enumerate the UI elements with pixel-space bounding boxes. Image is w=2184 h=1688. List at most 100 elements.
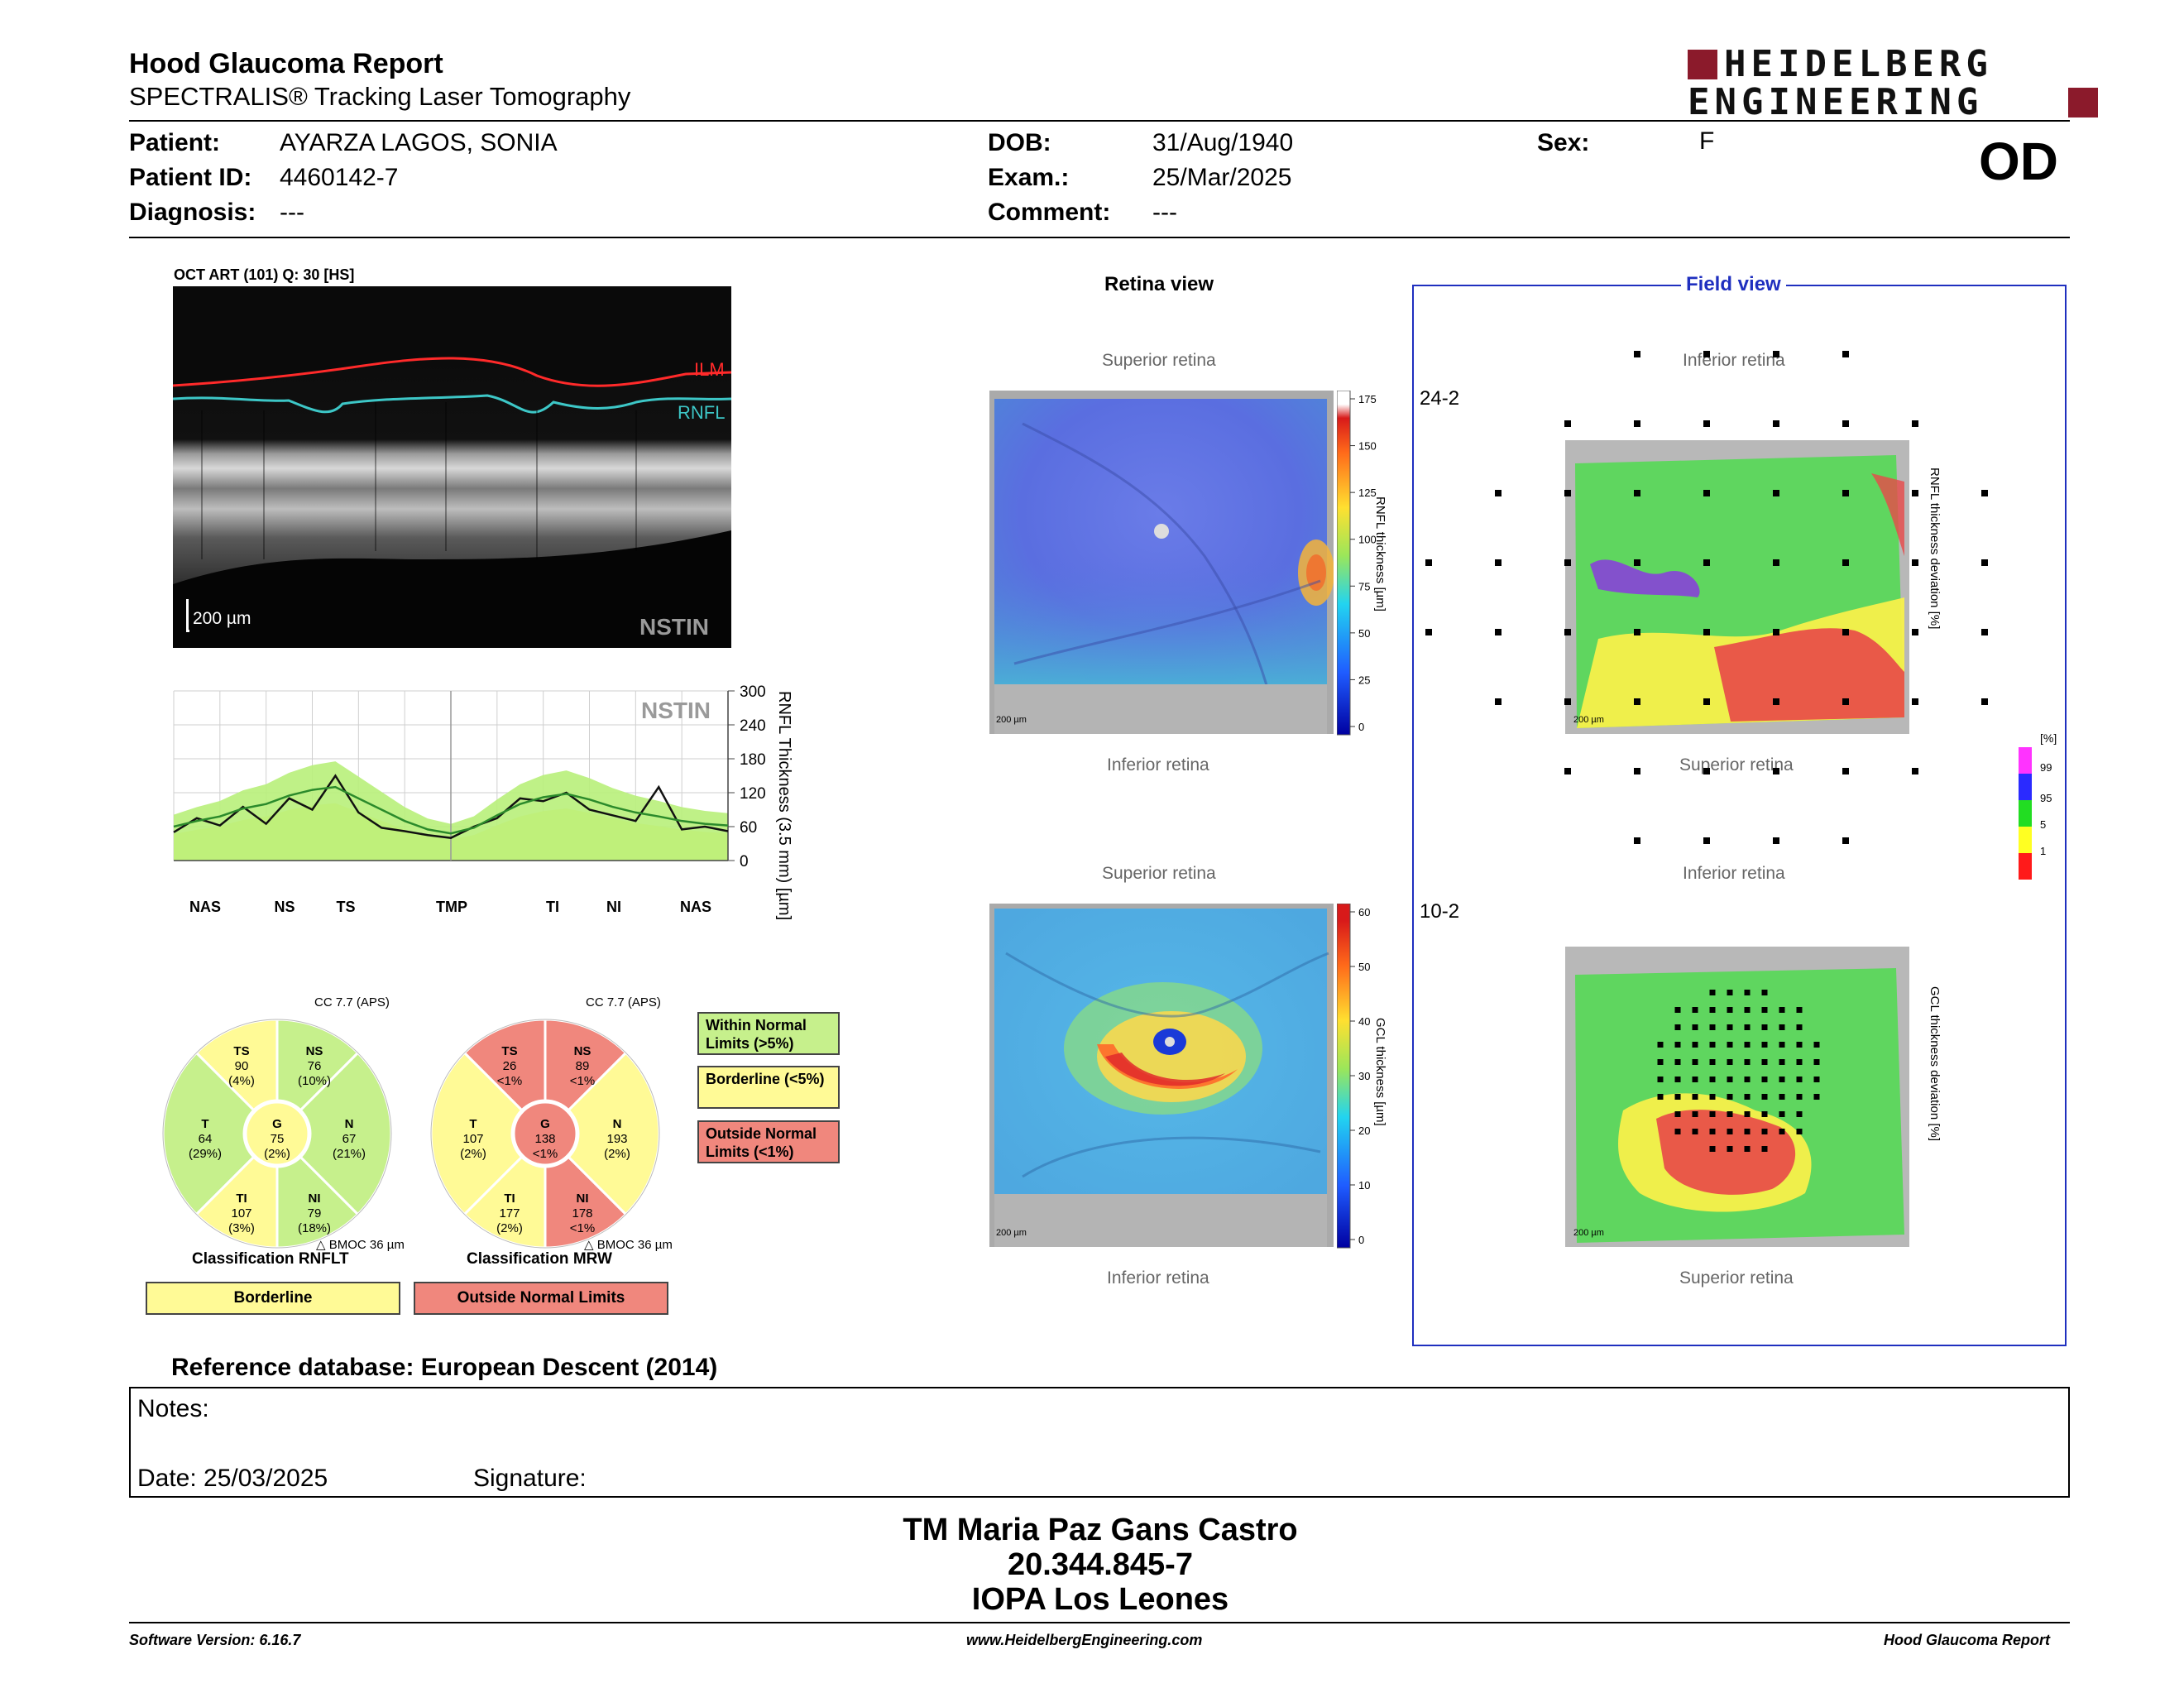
test-point (1709, 990, 1716, 995)
mrw-cc-label: CC 7.7 (APS) (586, 995, 661, 1009)
gcl-dev-map-scale: 200 µm (1573, 1228, 1604, 1238)
test-point (1761, 1094, 1768, 1100)
notes-label: Notes: (137, 1395, 209, 1422)
test-point (1727, 1042, 1733, 1048)
test-point (1564, 559, 1571, 566)
profile-y-tick-label: 0 (740, 853, 749, 870)
test-point (1703, 559, 1710, 566)
test-point (1727, 1059, 1733, 1065)
rnfl-thickness-map: 200 µm (989, 391, 1334, 734)
colorbar-tick-label: 175 (1358, 393, 1377, 405)
test-point (1709, 1077, 1716, 1082)
test-point (1796, 1094, 1803, 1100)
test-point (1912, 698, 1918, 705)
profile-y-ticks: 300 240 180 120 60 0 (728, 683, 766, 870)
test-point (1692, 1094, 1698, 1100)
test-point (1842, 698, 1849, 705)
test-point (1773, 768, 1779, 774)
sector-percent: (21%) (333, 1147, 366, 1161)
mrw-bmo-value: BMOC 36 µm (596, 1238, 673, 1252)
test-points-242 (1425, 351, 1988, 844)
gcl-thickness-map: 200 µm (989, 904, 1334, 1247)
notes-signature-label: Signature: (473, 1465, 587, 1492)
test-point (1842, 768, 1849, 774)
sector-name: NS (306, 1044, 323, 1058)
sector-name: N (345, 1117, 354, 1131)
test-point (1674, 1042, 1681, 1048)
rnfl-dev-map-scale: 200 µm (1573, 715, 1604, 725)
sector-percent: (4%) (228, 1074, 255, 1088)
sex-label: Sex: (1537, 129, 1590, 156)
profile-y-tick-label: 180 (740, 751, 766, 769)
profile-measured-line (173, 774, 729, 839)
test-point (1842, 351, 1849, 357)
sector-name: TS (233, 1044, 249, 1058)
colorbar-tick-label: 0 (1358, 721, 1364, 733)
field-bottom-inferior-label: Inferior retina (1683, 864, 1785, 883)
gcl-colorbar-label: GCL thickness [µm] (1373, 1018, 1387, 1126)
footer-report-name: Hood Glaucoma Report (1884, 1632, 2051, 1648)
sector-value: 107 (231, 1206, 251, 1220)
sector-percent: (18%) (298, 1221, 331, 1235)
test-point (1912, 768, 1918, 774)
test-point (1709, 1059, 1716, 1065)
retina-top-inferior-label: Inferior retina (1107, 755, 1209, 774)
test-point (1744, 1146, 1751, 1152)
exam-value: 25/Mar/2025 (1152, 164, 1292, 191)
patient-id: 4460142-7 (280, 164, 399, 191)
legend-within: Within Normal Limits (>5%) (697, 1012, 840, 1055)
profile-x-tick-label: NAS (189, 899, 221, 915)
sector-label-t: T64(29%) (189, 1117, 222, 1161)
deviation-tick-label: 1 (2040, 845, 2046, 857)
rnflt-title: Classification RNFLT (192, 1250, 349, 1268)
test-point (1727, 1077, 1733, 1082)
exam-label: Exam.: (988, 164, 1070, 191)
sector-name: T (201, 1117, 208, 1131)
test-point (1692, 1042, 1698, 1048)
heidelberg-logo: HEIDELBERG ENGINEERING (1688, 46, 2098, 121)
legend-borderline: Borderline (<5%) (697, 1066, 840, 1109)
reference-database: Reference database: European Descent (20… (171, 1354, 718, 1381)
report-subtitle: SPECTRALIS® Tracking Laser Tomography (129, 82, 631, 111)
colorbar-tick-label: 60 (1358, 906, 1370, 918)
sector-value: 138 (534, 1132, 555, 1146)
test-point (1727, 1094, 1733, 1100)
sector-percent: (2%) (604, 1147, 630, 1161)
website-link[interactable]: www.HeidelbergEngineering.com (966, 1632, 1203, 1648)
sector-g (512, 1101, 578, 1167)
retina-top-superior-label: Superior retina (1102, 351, 1216, 370)
deviation-colorbar: 99 95 5 1 (2019, 747, 2052, 880)
test-point (1634, 629, 1640, 635)
sector-name: N (613, 1117, 622, 1131)
sector-value: 90 (235, 1059, 249, 1073)
sector-percent: (10%) (298, 1074, 331, 1088)
test-point (1495, 629, 1502, 635)
test-point (1773, 629, 1779, 635)
gcl-dev-axis-label: GCL thickness deviation [%] (1928, 986, 1942, 1142)
dob-label: DOB: (988, 129, 1051, 156)
sector-percent: (3%) (228, 1221, 255, 1235)
test-point (1773, 420, 1779, 427)
gcl-colorbar: 60 50 40 30 20 10 0 (1337, 904, 1370, 1249)
test-point (1981, 698, 1988, 705)
test-point (1761, 1146, 1768, 1152)
test-point (1674, 1094, 1681, 1100)
test-point (1495, 559, 1502, 566)
deviation-unit-label: [%] (2040, 731, 2057, 745)
test-point (1981, 629, 1988, 635)
profile-y-axis-label: RNFL Thickness (3.5 mm) [µm] (775, 691, 793, 920)
sector-label-n: N67(21%) (333, 1117, 366, 1161)
footer-divider (129, 1622, 2070, 1623)
gcl-map-scale: 200 µm (996, 1228, 1027, 1238)
colorbar-tick-label: 50 (1358, 961, 1370, 973)
rnflt-cc-label: CC 7.7 (APS) (314, 995, 390, 1009)
profile-x-tick-label: NAS (680, 899, 711, 915)
test-point (1761, 1059, 1768, 1065)
test-point (1796, 1129, 1803, 1134)
legend-outside: Outside Normal Limits (<1%) (697, 1120, 840, 1163)
grid-242-label: 24-2 (1420, 387, 1460, 410)
software-version: Software Version: 6.16.7 (129, 1632, 301, 1648)
test-points-102 (1657, 990, 1820, 1152)
